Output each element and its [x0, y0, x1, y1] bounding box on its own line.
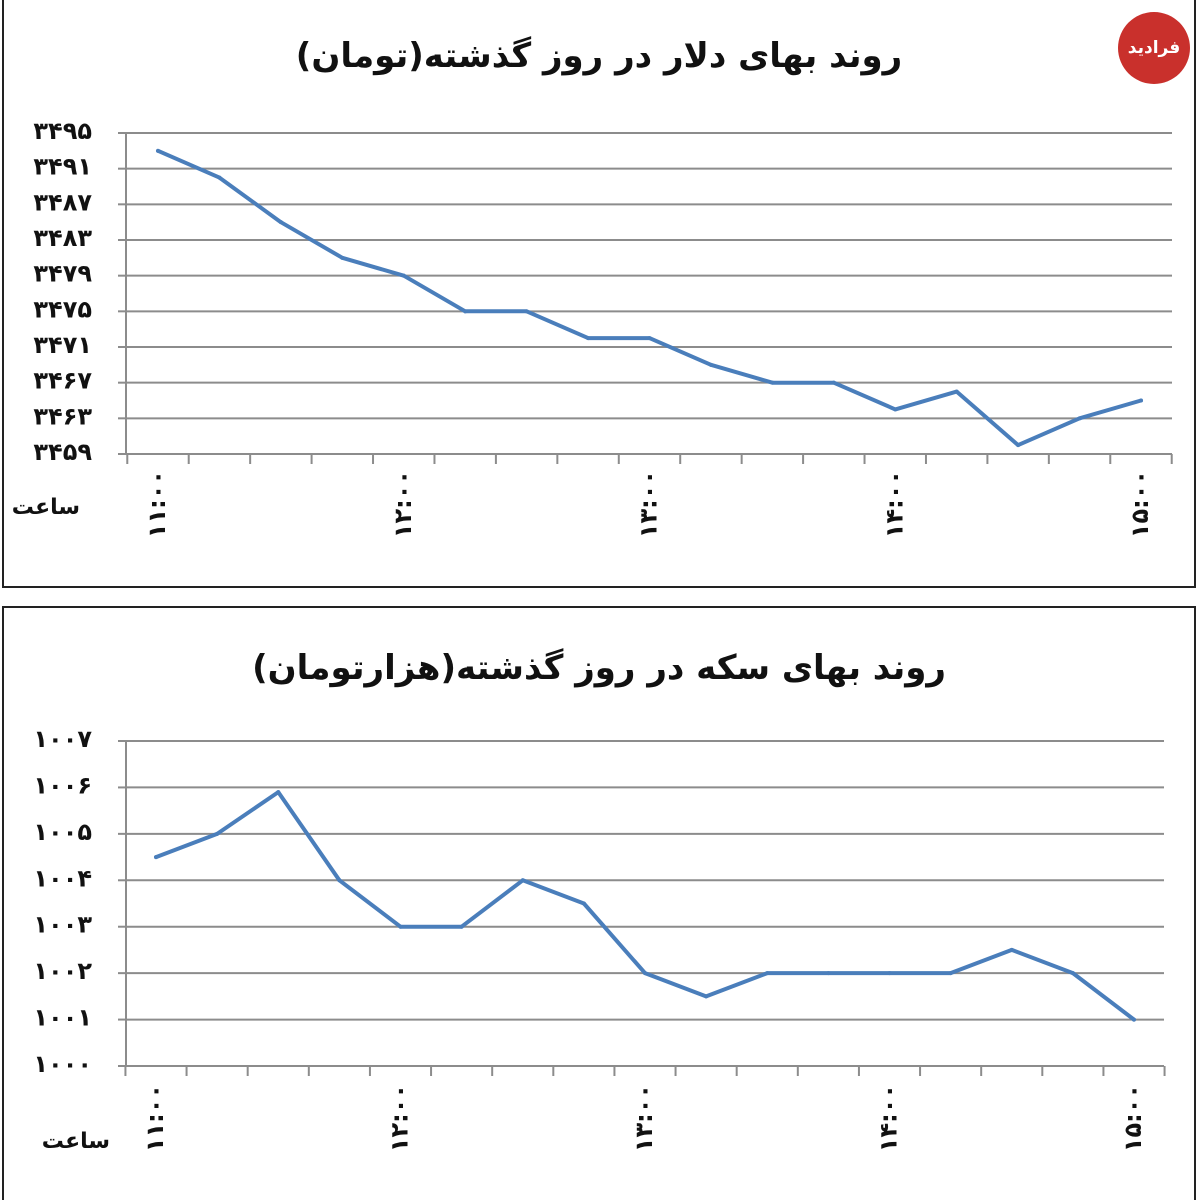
x-tick-label: ۱۲:۰۰: [389, 470, 417, 538]
series-line: [154, 790, 1136, 1022]
data-point: [1139, 398, 1143, 403]
data-point: [156, 148, 160, 153]
data-point: [1016, 443, 1021, 448]
data-point: [278, 220, 283, 225]
y-tick-label: ۱۰۰۶: [33, 771, 92, 799]
data-point: [887, 971, 892, 976]
data-point: [337, 878, 342, 883]
x-axis-label: ساعت: [42, 1129, 110, 1154]
y-tick-label: ۳۴۸۷: [33, 188, 92, 216]
data-point: [581, 901, 586, 906]
data-point: [586, 336, 591, 341]
y-tick-label: ۱۰۰۵: [33, 818, 92, 846]
data-point: [948, 971, 953, 976]
data-point: [463, 309, 468, 314]
y-tick-label: ۱۰۰۲: [33, 957, 92, 985]
faradeed-logo: فرادید: [1118, 12, 1190, 84]
data-point: [647, 336, 652, 341]
data-point: [954, 389, 959, 394]
data-point: [1009, 947, 1014, 952]
data-point: [893, 407, 898, 412]
data-point: [154, 855, 158, 860]
data-point: [770, 380, 775, 385]
y-tick-label: ۳۴۷۵: [33, 295, 92, 323]
y-tick-label: ۳۴۶۳: [33, 402, 92, 430]
data-point: [704, 994, 709, 999]
data-point: [1132, 1017, 1136, 1022]
series-line: [156, 148, 1143, 448]
data-point: [1077, 416, 1082, 421]
y-tick-label: ۳۴۶۷: [33, 367, 92, 395]
chart-title: روند بهای دلار در روز گذشته(تومان): [295, 36, 903, 76]
x-tick-label: ۱۵:۰۰: [1119, 1084, 1147, 1152]
data-point: [708, 362, 713, 367]
data-point: [765, 971, 770, 976]
x-tick-label: ۱۲:۰۰: [386, 1084, 414, 1152]
x-axis-label: ساعت: [12, 495, 80, 520]
dollar-chart-panel: روند بهای دلار در روز گذشته(تومان): [2, 0, 1196, 588]
y-tick-label: ۱۰۰۱: [33, 1004, 92, 1032]
y-tick-label: ۱۰۰۳: [33, 911, 92, 939]
logo-text: فرادید: [1127, 38, 1181, 58]
data-point: [643, 971, 647, 976]
x-tick-label: ۱۵:۰۰: [1126, 470, 1154, 538]
data-point: [524, 309, 529, 314]
x-tick-label: ۱۳:۰۰: [635, 470, 663, 538]
data-point: [459, 924, 464, 929]
x-tick-label: ۱۴:۰۰: [880, 470, 908, 538]
x-tick-label: ۱۱:۰۰: [141, 1084, 169, 1152]
data-point: [1070, 971, 1075, 976]
coin-chart-panel: روند بهای سکه در روز گذشته(هزارتومان): [2, 606, 1196, 1200]
data-point: [215, 831, 220, 836]
data-point: [276, 790, 281, 795]
x-tick-label: ۱۳:۰۰: [630, 1084, 658, 1152]
data-point: [398, 924, 403, 929]
y-tick-label: ۳۴۷۱: [33, 331, 92, 359]
data-point: [520, 878, 525, 883]
data-point: [826, 971, 831, 976]
data-point: [831, 380, 836, 385]
y-tick-label: ۳۴۹۵: [33, 117, 92, 145]
y-tick-label: ۱۰۰۴: [33, 864, 92, 892]
x-tick-label: ۱۴:۰۰: [875, 1084, 903, 1152]
data-point: [217, 175, 222, 180]
y-tick-label: ۳۴۷۹: [33, 260, 92, 288]
y-tick-label: ۱۰۰۷: [33, 725, 92, 753]
data-point: [340, 255, 345, 260]
x-tick-label: ۱۱:۰۰: [143, 470, 171, 538]
data-point: [401, 273, 406, 278]
chart-title: روند بهای سکه در روز گذشته(هزارتومان): [252, 648, 946, 688]
y-tick-label: ۱۰۰۰: [33, 1050, 92, 1078]
y-tick-label: ۳۴۹۱: [33, 153, 92, 181]
y-tick-label: ۳۴۵۹: [33, 438, 92, 466]
y-tick-label: ۳۴۸۳: [33, 224, 92, 252]
